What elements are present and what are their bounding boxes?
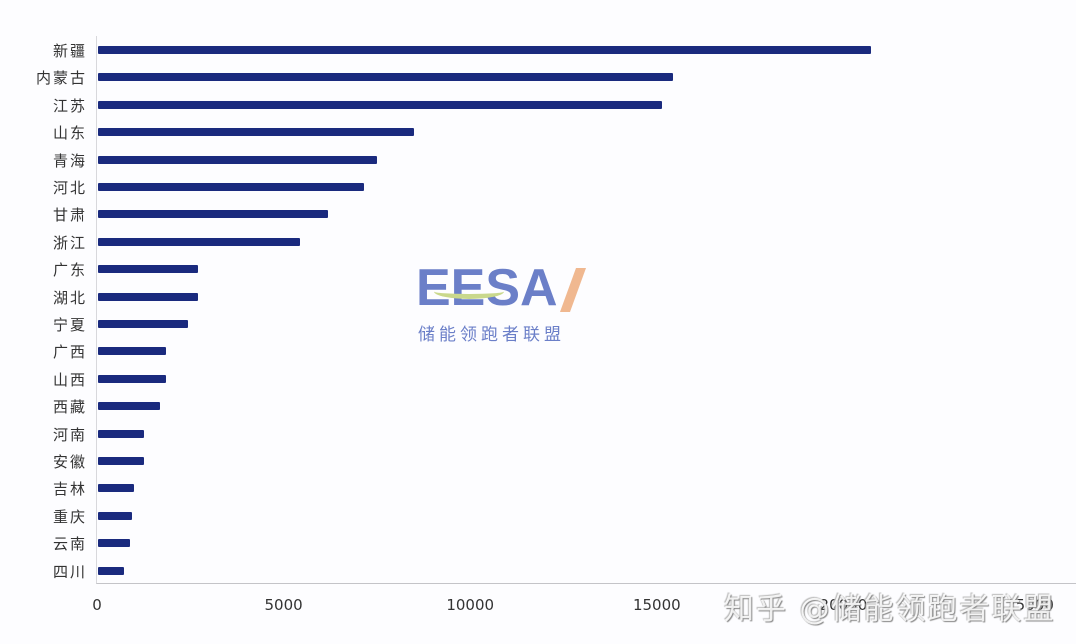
bar	[98, 429, 144, 438]
category-label: 河北	[52, 179, 87, 197]
bar-row: 江苏	[53, 91, 1076, 118]
bar-row: 河南	[53, 420, 1076, 447]
bar-row: 新疆	[53, 36, 1076, 63]
bar-row: 宁夏	[53, 310, 1076, 337]
bar-row: 浙江	[53, 228, 1076, 255]
bar	[98, 374, 166, 383]
category-label: 安徽	[52, 453, 87, 471]
bar-row: 湖北	[53, 283, 1076, 310]
bar-row: 山西	[53, 365, 1076, 392]
bar	[98, 402, 160, 411]
bar	[98, 128, 415, 137]
x-tick-label: 10000	[446, 596, 495, 614]
bar	[98, 237, 301, 246]
bar-row: 青海	[53, 146, 1076, 173]
x-tick-label: 15000	[632, 596, 681, 614]
bar-row: 吉林	[53, 474, 1076, 501]
category-label: 江苏	[52, 96, 87, 115]
bar	[98, 155, 378, 164]
category-label: 云南	[52, 535, 87, 554]
logo-swoosh-icon	[434, 284, 504, 299]
category-label: 河南	[52, 425, 87, 444]
category-label: 山东	[52, 124, 87, 143]
watermark: 知乎 @储能领跑者联盟	[724, 592, 1056, 627]
bar-row: 河北	[53, 173, 1076, 200]
category-label: 宁夏	[52, 316, 87, 334]
bar	[98, 484, 135, 493]
category-label: 青海	[52, 151, 87, 170]
bar-row: 云南	[53, 529, 1076, 556]
category-label: 浙江	[52, 233, 87, 252]
plot-area: 新疆内蒙古江苏山东青海河北甘肃浙江广东湖北宁夏广西山西西藏河南安徽吉林重庆云南四…	[36, 36, 1076, 584]
bar	[98, 100, 662, 109]
category-label: 广东	[52, 261, 87, 280]
bar-row: 山东	[53, 118, 1076, 145]
x-tick-label: 0	[92, 596, 102, 614]
x-tick-label: 20000	[819, 596, 868, 614]
category-label: 内蒙古	[35, 69, 87, 88]
bar-row: 四川	[53, 557, 1076, 584]
bar-row: 重庆	[53, 502, 1076, 529]
category-label: 广西	[52, 343, 87, 362]
bar	[98, 566, 125, 575]
category-label: 湖北	[52, 288, 87, 307]
logo-accent-icon	[559, 268, 587, 312]
category-label: 四川	[52, 562, 87, 581]
x-tick-label: 5000	[264, 596, 303, 614]
bar-row: 内蒙古	[36, 63, 1076, 90]
category-label: 山西	[52, 370, 87, 389]
bar	[98, 46, 871, 54]
category-label: 重庆	[52, 507, 87, 526]
x-tick-label: 25000	[1006, 596, 1054, 614]
bar-row: 广东	[53, 255, 1076, 282]
eesa-logo: EESA 储能领跑者联盟	[416, 262, 596, 345]
bar-row: 广西	[53, 337, 1076, 364]
category-label: 西藏	[52, 398, 87, 417]
category-label: 新疆	[52, 42, 87, 60]
bar	[98, 539, 131, 548]
bar-row: 安徽	[53, 447, 1076, 474]
bar	[98, 320, 188, 328]
bar	[98, 292, 199, 301]
category-label: 甘肃	[52, 206, 87, 225]
bar	[98, 511, 132, 520]
bar	[98, 265, 199, 274]
bar	[98, 73, 673, 82]
bar	[98, 183, 365, 191]
category-label: 吉林	[52, 480, 87, 499]
bar	[98, 347, 166, 356]
logo-subtitle: 储能领跑者联盟	[418, 325, 565, 345]
bar	[98, 210, 329, 219]
bar-row: 西藏	[53, 392, 1076, 419]
bar	[98, 457, 144, 465]
bar-row: 甘肃	[53, 200, 1076, 227]
